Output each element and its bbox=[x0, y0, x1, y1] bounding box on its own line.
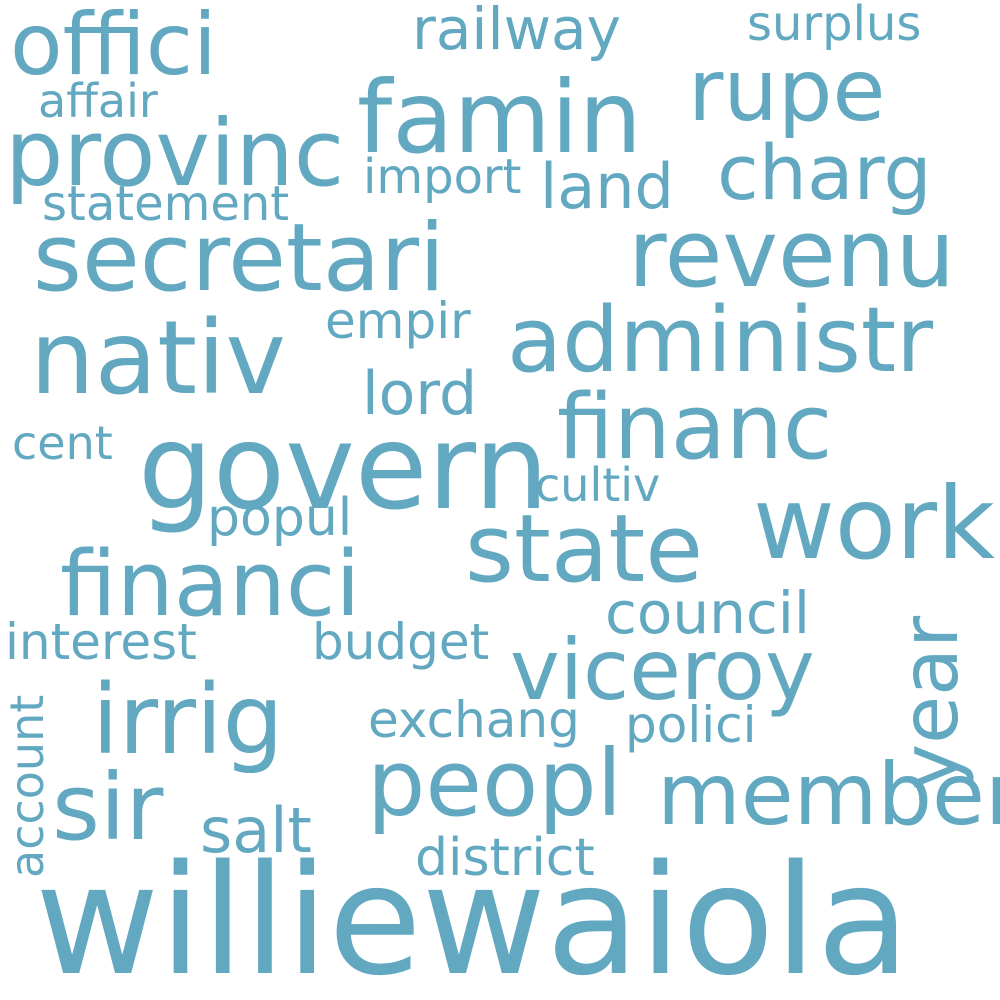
word-work: work bbox=[753, 465, 995, 582]
word-govern: govern bbox=[138, 398, 549, 536]
word-import: import bbox=[363, 149, 522, 205]
word-cultiv: cultiv bbox=[535, 458, 661, 512]
word-financi: financi bbox=[60, 532, 361, 637]
word-salt: salt bbox=[200, 794, 312, 867]
word-offici: offici bbox=[10, 0, 217, 95]
word-famin: famin bbox=[357, 59, 643, 176]
word-member: member bbox=[657, 745, 1000, 845]
word-charg: charg bbox=[717, 128, 932, 217]
word-district: district bbox=[415, 828, 595, 888]
word-council: council bbox=[605, 579, 811, 647]
word-popul: popul bbox=[207, 488, 353, 548]
word-polici: polici bbox=[625, 696, 757, 754]
word-empir: empir bbox=[325, 292, 471, 350]
word-financ: financ bbox=[557, 375, 833, 480]
word-statement: statement bbox=[42, 176, 290, 232]
word-sir: sir bbox=[52, 754, 164, 861]
word-cent: cent bbox=[12, 416, 113, 470]
word-viceroy: viceroy bbox=[510, 621, 815, 719]
word-land: land bbox=[540, 150, 674, 223]
word-administr: administr bbox=[507, 288, 934, 393]
word-irrig: irrig bbox=[92, 664, 284, 776]
word-nativ: nativ bbox=[30, 299, 286, 418]
word-railway: railway bbox=[412, 0, 621, 63]
word-interest: interest bbox=[5, 613, 197, 671]
word-surplus: surplus bbox=[747, 0, 922, 52]
word-revenu: revenu bbox=[628, 200, 956, 309]
word-exchang: exchang bbox=[368, 691, 580, 749]
word-peopl: peopl bbox=[367, 730, 623, 837]
word-provinc: provinc bbox=[5, 100, 345, 207]
word-affair: affair bbox=[38, 74, 158, 128]
word-state: state bbox=[465, 495, 704, 604]
word-budget: budget bbox=[312, 613, 490, 671]
word-lord: lord bbox=[362, 359, 478, 429]
word-secretari: secretari bbox=[33, 204, 446, 313]
word-williewaiola: williewaiola bbox=[35, 832, 910, 1000]
word-rupe: rupe bbox=[688, 41, 886, 141]
